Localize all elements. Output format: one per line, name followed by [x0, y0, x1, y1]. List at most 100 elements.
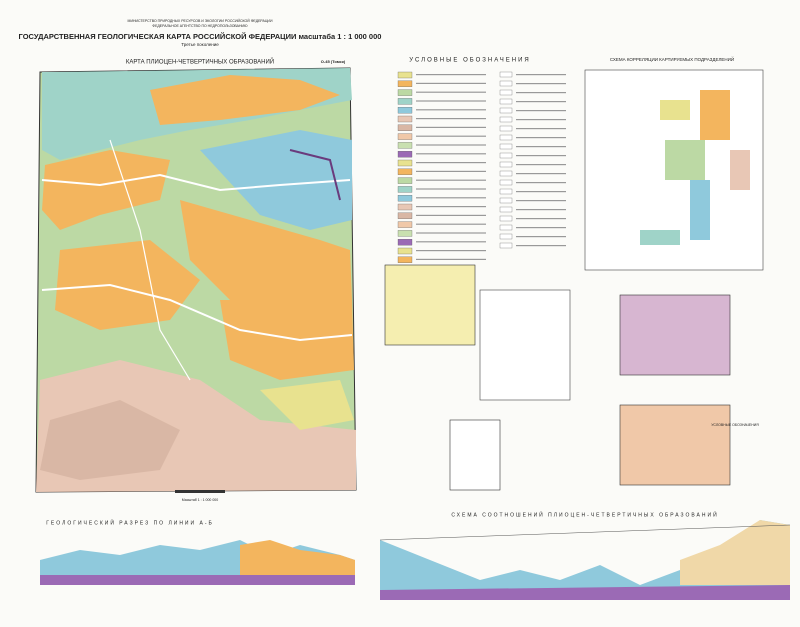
legend-swatch	[516, 209, 566, 211]
legend-swatch	[397, 159, 413, 167]
legend-swatch	[397, 151, 413, 158]
legend-swatch	[516, 146, 566, 148]
legend-swatch	[516, 173, 566, 175]
relations-title: СХЕМА СООТНОШЕНИЙ ПЛИОЦЕН-ЧЕТВЕРТИЧНЫХ О…	[451, 510, 718, 518]
legend-swatch	[499, 116, 513, 123]
legend-swatch	[416, 162, 486, 164]
legend-swatch	[516, 200, 566, 202]
legend-swatch	[499, 125, 513, 132]
legend-swatch	[416, 153, 486, 155]
legend-swatch	[397, 212, 413, 219]
legend-swatch	[499, 170, 513, 177]
legend-swatch	[516, 119, 566, 121]
correlation-title: СХЕМА КОРРЕЛЯЦИИ КАРТИРУЕМЫХ ПОДРАЗДЕЛЕН…	[610, 55, 734, 62]
legend-swatch	[516, 92, 566, 94]
legend-swatch	[416, 241, 486, 243]
map-title: КАРТА ПЛИОЦЕН-ЧЕТВЕРТИЧНЫХ ОБРАЗОВАНИЙ	[126, 58, 274, 66]
legend-swatch	[499, 80, 513, 87]
legend-swatch	[416, 250, 486, 252]
generation: Третье поколение	[181, 42, 219, 47]
legend-swatch	[397, 133, 413, 140]
legend-swatch	[397, 80, 413, 87]
legend-swatch	[516, 182, 566, 184]
section-title: ГЕОЛОГИЧЕСКИЙ РАЗРЕЗ ПО ЛИНИИ А-Б	[46, 518, 214, 526]
legend-swatch	[516, 128, 566, 130]
legend-swatch	[397, 195, 413, 202]
legend-swatch	[397, 256, 413, 263]
legend-swatch	[397, 168, 413, 175]
legend-swatch	[516, 101, 566, 103]
legend-swatch	[397, 142, 413, 149]
legend-swatch	[416, 188, 486, 190]
legend-swatch	[499, 152, 513, 159]
legend-swatch	[416, 206, 486, 208]
legend-swatch	[516, 191, 566, 193]
legend-swatch	[416, 82, 486, 84]
legend-swatch	[416, 126, 486, 128]
relations-legend: УСЛОВНЫЕ ОБОЗНАЧЕНИЯ	[711, 423, 759, 427]
legend-swatch	[516, 227, 566, 229]
sheet-number: O-45 (Томск)	[321, 59, 346, 64]
legend-swatch	[416, 144, 486, 146]
legend-swatch	[516, 155, 566, 157]
legend-swatch	[397, 230, 413, 237]
legend-swatch	[416, 74, 486, 76]
legend-swatch	[499, 134, 513, 141]
legend-swatch	[499, 161, 513, 168]
legend-swatch	[499, 71, 513, 78]
inset-maps	[384, 264, 731, 491]
legend-swatch	[397, 89, 413, 96]
legend-swatch	[516, 83, 566, 85]
legend-swatch	[397, 247, 413, 255]
legend-swatch	[416, 118, 486, 120]
legend-swatch	[499, 197, 513, 204]
legend-title: УСЛОВНЫЕ ОБОЗНАЧЕНИЯ	[409, 58, 531, 64]
legend-swatch	[499, 107, 513, 114]
legend-swatch	[499, 179, 513, 186]
legend-swatch	[499, 215, 513, 222]
ministry: МИНИСТЕРСТВО ПРИРОДНЫХ РЕСУРСОВ И ЭКОЛОГ…	[128, 19, 273, 23]
legend-swatch	[516, 236, 566, 238]
legend-swatch	[516, 137, 566, 139]
legend-swatch	[499, 233, 513, 240]
legend-swatch	[516, 74, 566, 76]
legend-swatch	[397, 115, 413, 123]
legend-swatch	[416, 197, 486, 199]
legend-swatch	[416, 100, 486, 102]
legend-swatch	[416, 214, 486, 216]
legend-swatch	[416, 223, 486, 225]
relations-profile	[379, 520, 791, 600]
legend-swatch	[397, 124, 413, 131]
scale-bar	[175, 490, 225, 493]
legend-swatch	[499, 242, 513, 249]
legend-swatch	[499, 224, 513, 231]
legend-swatch	[397, 71, 413, 79]
legend-swatch	[416, 135, 486, 137]
legend-swatch	[397, 203, 413, 211]
main-map	[35, 67, 357, 493]
legend-swatch	[397, 177, 413, 184]
legend-swatch	[397, 107, 413, 114]
scale: Масштаб 1 : 1 000 000	[182, 498, 218, 502]
legend-swatch	[416, 109, 486, 111]
legend-swatch	[499, 188, 513, 195]
legend-swatch	[499, 89, 513, 96]
legend-swatch	[416, 258, 486, 260]
legend-swatch	[416, 170, 486, 172]
legend-swatch	[416, 91, 486, 93]
legend-swatch	[397, 221, 413, 228]
legend-swatch	[416, 232, 486, 234]
legend-swatch	[516, 218, 566, 220]
sheet-title: ГОСУДАРСТВЕННАЯ ГЕОЛОГИЧЕСКАЯ КАРТА РОСС…	[19, 32, 382, 41]
legend-swatch	[397, 186, 413, 193]
cross-section	[40, 540, 355, 585]
legend-swatch	[516, 245, 566, 247]
legend-swatch	[499, 143, 513, 150]
legend-swatch	[516, 164, 566, 166]
legend-swatch	[499, 206, 513, 213]
legend-swatches	[397, 71, 566, 263]
agency: ФЕДЕРАЛЬНОЕ АГЕНТСТВО ПО НЕДРОПОЛЬЗОВАНИ…	[152, 24, 248, 28]
legend-swatch	[397, 98, 413, 105]
legend-swatch	[516, 110, 566, 112]
